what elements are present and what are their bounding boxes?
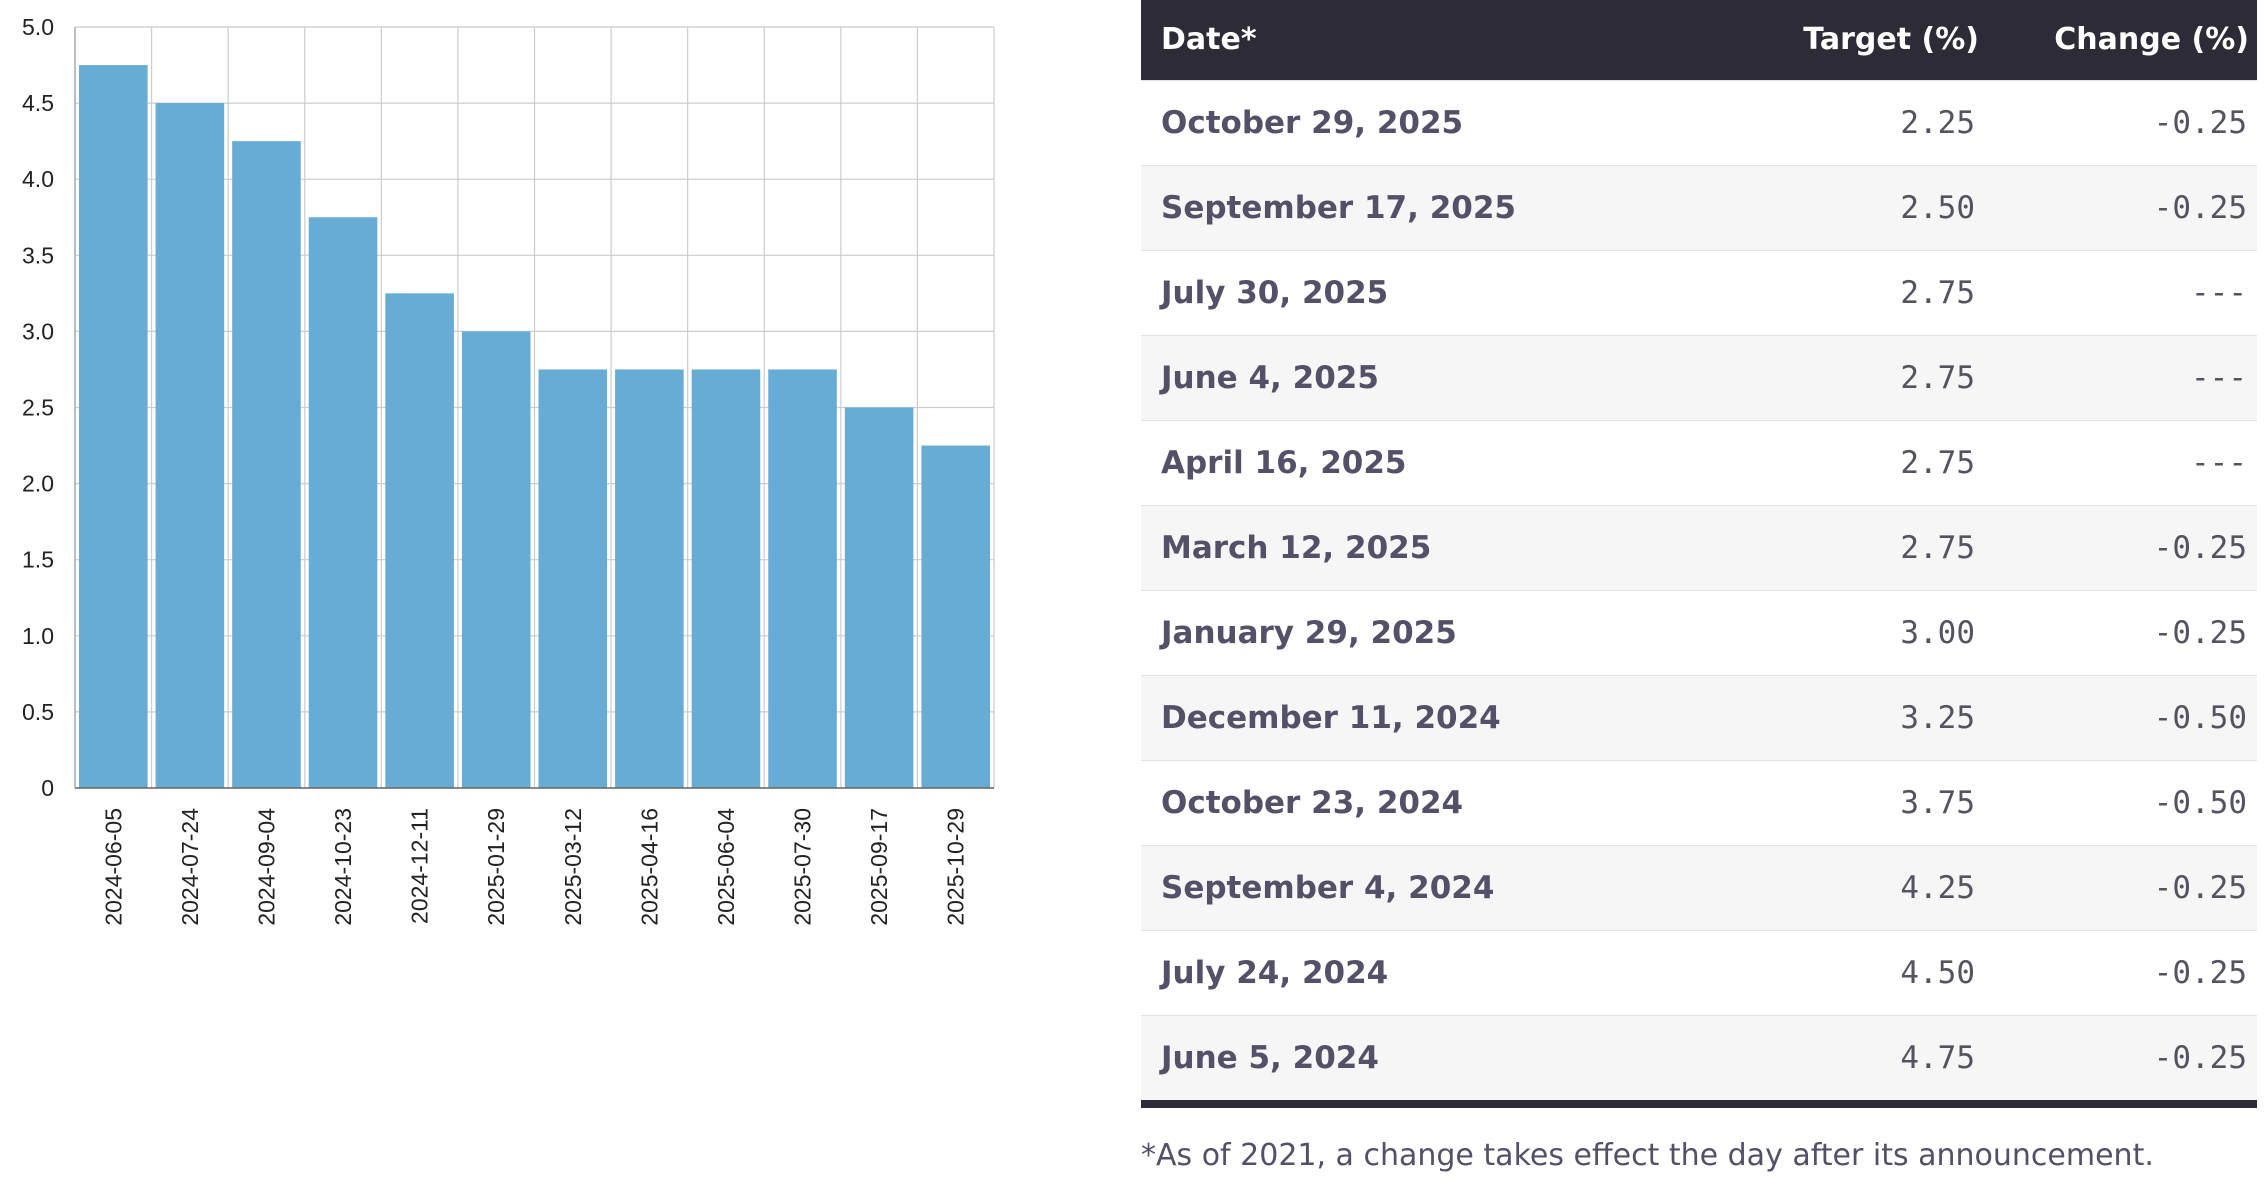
x-tick-label: 2025-09-17 <box>866 808 892 926</box>
chart-svg: 0 0.5 1.0 1.5 2.0 2.5 3.0 3.5 4.0 4.5 5.0 2024-06-0… <box>22 14 995 926</box>
table-row: June 5, 2024 4.75 -0.25 <box>1141 1015 2257 1100</box>
bar-2025-04-16[interactable] <box>615 369 684 788</box>
cell-change: -0.25 <box>2153 529 2247 566</box>
bar-2024-07-24[interactable] <box>155 103 225 789</box>
table-row: July 30, 2025 2.75 --- <box>1141 250 2257 335</box>
bar-2025-07-30[interactable] <box>768 369 837 788</box>
cell-change: --- <box>2191 444 2247 481</box>
y-tick-label: 1.0 <box>22 623 54 649</box>
x-tick-label: 2024-12-11 <box>407 808 433 924</box>
cell-target: 2.75 <box>1900 444 1975 481</box>
x-tick-label: 2025-10-29 <box>943 808 969 926</box>
x-tick-label: 2025-06-04 <box>713 808 739 926</box>
bar-2025-06-04[interactable] <box>691 369 761 788</box>
cell-date: March 12, 2025 <box>1161 529 1432 566</box>
cell-target: 4.25 <box>1900 869 1975 906</box>
cell-change: -0.25 <box>2153 189 2247 226</box>
cell-change: -0.25 <box>2153 104 2247 141</box>
cell-date: June 5, 2024 <box>1161 1039 1379 1076</box>
cell-target: 2.75 <box>1900 359 1975 396</box>
y-tick-label: 2.0 <box>22 471 54 497</box>
table-row: July 24, 2024 4.50 -0.25 <box>1141 930 2257 1015</box>
bar-2025-01-29[interactable] <box>461 331 531 788</box>
bar-2024-10-23[interactable] <box>308 217 378 788</box>
bar-2025-03-12[interactable] <box>538 369 608 788</box>
cell-change: --- <box>2191 359 2247 396</box>
cell-date: October 29, 2025 <box>1161 104 1464 141</box>
x-tick-label: 2025-07-30 <box>790 808 816 926</box>
footnote: *As of 2021, a change takes effect the d… <box>1141 1138 2154 1173</box>
cell-target: 3.00 <box>1900 614 1975 651</box>
cell-change: -0.50 <box>2153 699 2247 736</box>
cell-date: September 4, 2024 <box>1161 869 1495 906</box>
bar-2025-09-17[interactable] <box>844 407 914 789</box>
cell-change: -0.25 <box>2153 614 2247 651</box>
cell-target: 2.75 <box>1900 274 1975 311</box>
cell-date: December 11, 2024 <box>1161 699 1501 736</box>
header-target[interactable]: Target (%) <box>1803 22 1979 58</box>
x-tick-label: 2024-06-05 <box>100 808 126 926</box>
cell-date: July 30, 2025 <box>1161 274 1389 311</box>
cell-change: --- <box>2191 274 2247 311</box>
x-tick-label: 2025-04-16 <box>636 808 662 926</box>
table-row: March 12, 2025 2.75 -0.25 <box>1141 505 2257 590</box>
y-tick-label: 4.5 <box>22 90 54 116</box>
cell-target: 3.75 <box>1900 784 1975 821</box>
cell-target: 3.25 <box>1900 699 1975 736</box>
x-tick-label: 2024-07-24 <box>177 808 203 926</box>
table-row: January 29, 2025 3.00 -0.25 <box>1141 590 2257 675</box>
cell-date: September 17, 2025 <box>1161 189 1516 226</box>
header-date[interactable]: Date* <box>1161 22 1257 58</box>
table-bottom-rule <box>1141 1100 2257 1108</box>
bar-2024-06-05[interactable] <box>79 65 148 789</box>
y-tick-label: 0.5 <box>22 699 54 725</box>
y-tick-label: 3.5 <box>22 242 54 268</box>
rate-bar-chart: 0 0.5 1.0 1.5 2.0 2.5 3.0 3.5 4.0 4.5 5.0 2024-06-0… <box>0 0 1020 960</box>
table-row: September 17, 2025 2.50 -0.25 <box>1141 165 2257 250</box>
y-tick-label: 2.5 <box>22 395 54 421</box>
cell-date: June 4, 2025 <box>1161 359 1379 396</box>
table-row: December 11, 2024 3.25 -0.50 <box>1141 675 2257 760</box>
cell-date: July 24, 2024 <box>1161 954 1389 991</box>
rate-history-table: Date* Target (%) Change (%) October 29, … <box>1141 0 2257 1100</box>
rate-table-container: Date* Target (%) Change (%) October 29, … <box>1141 0 2257 1108</box>
table-row: September 4, 2024 4.25 -0.25 <box>1141 845 2257 930</box>
cell-target: 2.50 <box>1900 189 1975 226</box>
cell-change: -0.25 <box>2153 954 2247 991</box>
table-row: October 23, 2024 3.75 -0.50 <box>1141 760 2257 845</box>
table-row: April 16, 2025 2.75 --- <box>1141 420 2257 505</box>
cell-target: 2.25 <box>1900 104 1975 141</box>
cell-change: -0.25 <box>2153 869 2247 906</box>
cell-change: -0.25 <box>2153 1039 2247 1076</box>
cell-date: April 16, 2025 <box>1161 444 1407 481</box>
x-tick-label: 2025-03-12 <box>560 808 586 926</box>
y-tick-label: 1.5 <box>22 547 54 573</box>
cell-change: -0.50 <box>2153 784 2247 821</box>
y-tick-label: 0 <box>41 775 54 801</box>
y-tick-label: 4.0 <box>22 166 54 192</box>
cell-target: 4.50 <box>1900 954 1975 991</box>
y-tick-label: 3.0 <box>22 318 54 344</box>
table-row: June 4, 2025 2.75 --- <box>1141 335 2257 420</box>
bar-2025-10-29[interactable] <box>921 445 990 788</box>
cell-date: January 29, 2025 <box>1161 614 1457 651</box>
cell-target: 4.75 <box>1900 1039 1975 1076</box>
x-tick-label: 2025-01-29 <box>483 808 509 926</box>
cell-target: 2.75 <box>1900 529 1975 566</box>
table-header-row: Date* Target (%) Change (%) <box>1141 0 2257 80</box>
x-tick-label: 2024-10-23 <box>330 808 356 926</box>
bar-2024-12-11[interactable] <box>385 293 454 788</box>
header-change[interactable]: Change (%) <box>2054 22 2249 58</box>
bar-2024-09-04[interactable] <box>232 141 301 788</box>
x-tick-label: 2024-09-04 <box>253 808 279 926</box>
y-tick-label: 5.0 <box>22 14 54 40</box>
table-row: October 29, 2025 2.25 -0.25 <box>1141 80 2257 165</box>
cell-date: October 23, 2024 <box>1161 784 1464 821</box>
